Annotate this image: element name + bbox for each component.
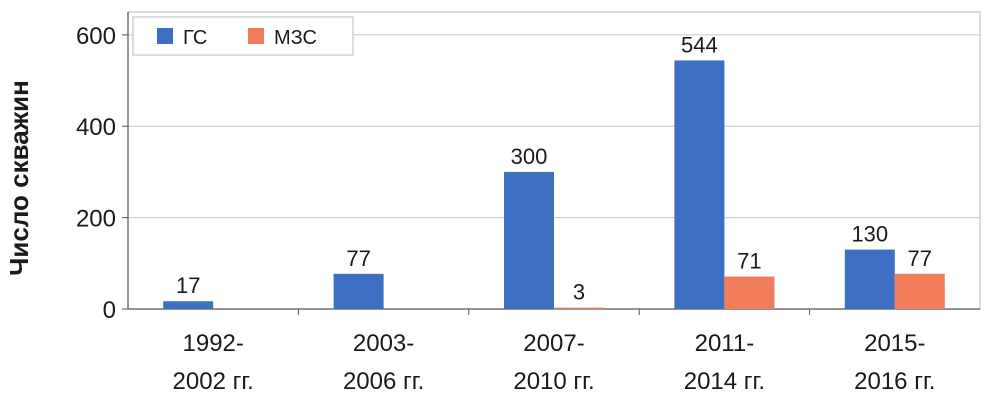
legend-label-gs: ГС (183, 27, 207, 49)
legend: ГС МЗС (132, 16, 354, 56)
legend-swatch-mzs (248, 28, 264, 44)
data-label: 77 (346, 246, 370, 271)
bar-mzs (894, 273, 945, 309)
x-tick-label: 2007- (523, 330, 584, 357)
bar-gs (163, 301, 214, 309)
data-label: 3 (573, 280, 585, 305)
x-tick-label: 2011- (695, 330, 755, 357)
y-tick-label: 0 (103, 297, 116, 324)
data-label: 130 (851, 222, 888, 247)
x-tick-label: 2016 гг. (854, 368, 935, 395)
bar-gs (333, 273, 384, 309)
x-tick-label: 1992- (183, 330, 244, 357)
bar-mzs (724, 276, 775, 309)
tick-labels: 0 200 400 600 1992- 2002 гг. 2003- 2006 гг. 2007… (76, 23, 936, 395)
y-tick-label: 400 (76, 114, 116, 141)
y-axis-label: Число скважин (4, 80, 34, 276)
y-tick-label: 200 (76, 206, 116, 233)
bar-gs (844, 249, 895, 309)
data-label: 71 (737, 249, 761, 274)
x-tick-label: 2003- (353, 330, 414, 357)
data-label: 77 (908, 246, 932, 271)
legend-swatch-gs (157, 28, 173, 44)
bar-gs (504, 171, 554, 309)
legend-label-mzs: МЗС (274, 27, 317, 49)
data-label: 300 (511, 144, 548, 169)
x-tick-label: 2010 гг. (513, 368, 594, 395)
y-tick-label: 600 (76, 23, 116, 50)
bar-gs (674, 60, 725, 310)
x-tick-label: 2002 гг. (173, 368, 254, 395)
data-label: 17 (176, 273, 200, 298)
data-labels: 17 77 300 3 544 71 130 77 (176, 32, 932, 304)
bar-mzs (554, 307, 604, 309)
x-tick-label: 2006 гг. (343, 368, 424, 395)
x-tick-label: 2015- (864, 330, 925, 357)
x-tick-label: 2014 гг. (684, 368, 765, 395)
bars (163, 60, 945, 310)
data-label: 544 (681, 32, 718, 57)
